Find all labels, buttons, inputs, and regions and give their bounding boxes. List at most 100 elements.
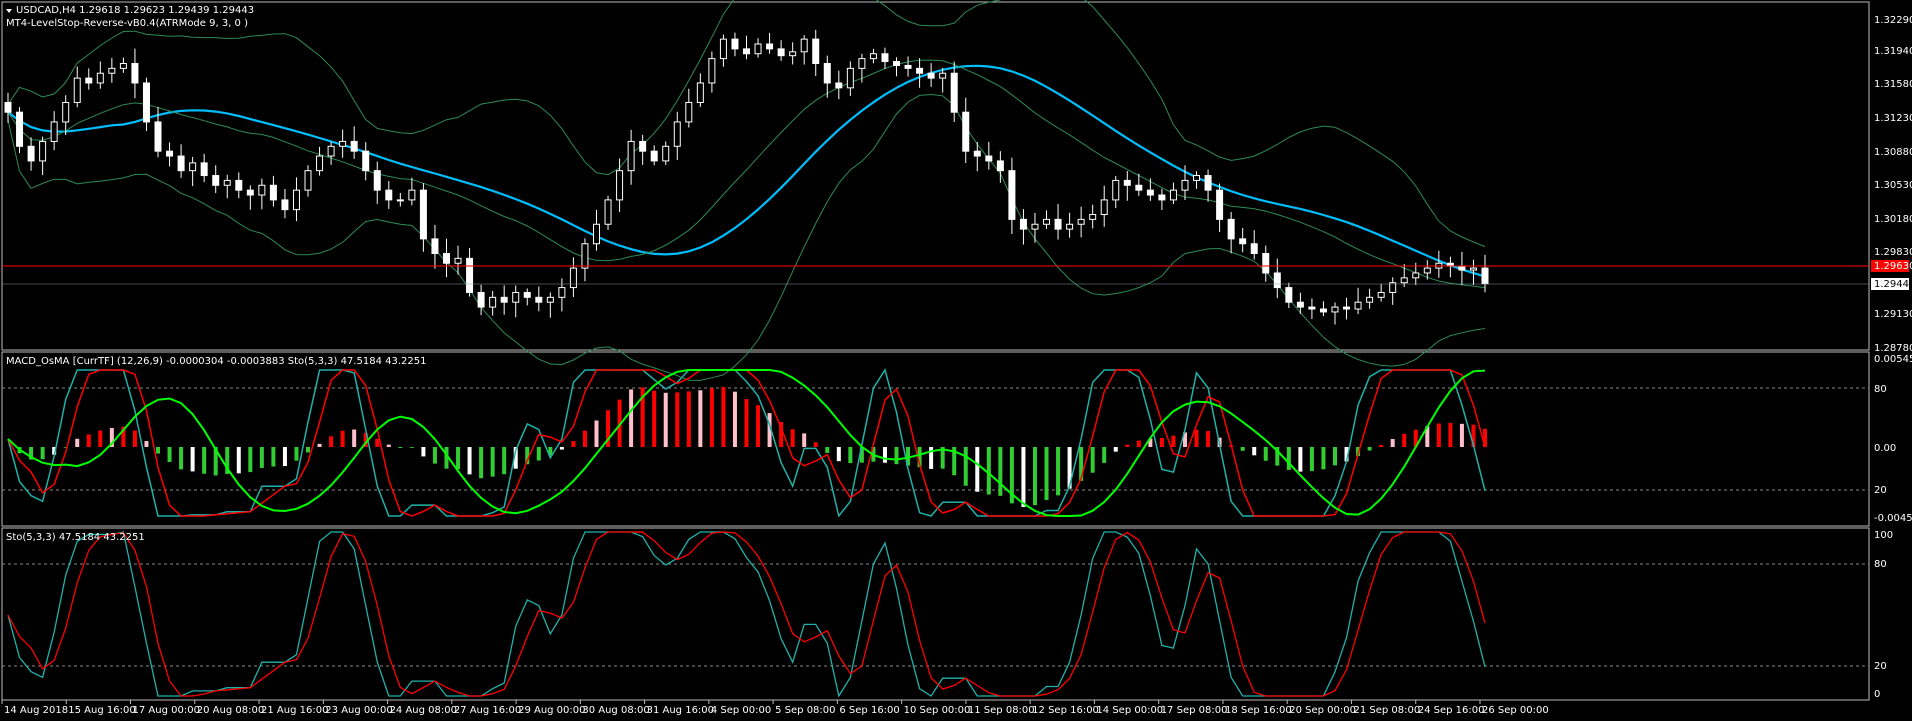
candle	[512, 285, 520, 318]
candle	[1469, 259, 1477, 286]
candle	[616, 158, 624, 212]
macd-histogram-bar	[1206, 431, 1211, 447]
macd-histogram-bar	[109, 428, 114, 447]
macd-histogram-bar	[179, 447, 184, 470]
macd-histogram-bar	[1009, 447, 1014, 504]
sto-signal-line	[7, 531, 1486, 697]
candle	[1043, 210, 1051, 230]
macd-histogram-bar	[29, 447, 34, 460]
candle	[1169, 182, 1177, 205]
macd-histogram-bar	[1367, 447, 1372, 451]
macd-histogram-bar	[548, 447, 553, 456]
current-price-badge	[1871, 278, 1909, 290]
macd-histogram-bar	[352, 429, 357, 447]
candle	[1158, 188, 1166, 210]
candle	[1412, 262, 1420, 286]
candle	[1296, 292, 1304, 314]
time-label: 20 Sep 00:00	[1289, 705, 1356, 716]
macd-histogram-bar	[1021, 447, 1026, 507]
candle	[304, 165, 312, 197]
candle	[373, 161, 381, 204]
macd-histogram-bar	[675, 392, 680, 447]
candle	[1285, 282, 1293, 309]
time-label: 24 Sep 16:00	[1418, 705, 1485, 716]
candle	[50, 111, 58, 151]
candle	[869, 48, 877, 64]
macd-histogram-bar	[767, 413, 772, 447]
macd-histogram-bar	[606, 410, 611, 447]
candle	[558, 278, 566, 312]
macd-histogram-bar	[375, 438, 380, 447]
candle	[789, 42, 797, 65]
macd-histogram-bar	[236, 447, 241, 474]
macd-histogram-bar	[1194, 429, 1199, 447]
macd-histogram-bar	[398, 447, 403, 448]
candle	[1458, 251, 1466, 286]
candle	[96, 61, 104, 89]
price-tick: 1.31230	[1874, 113, 1912, 124]
stochastic-plot	[2, 531, 1869, 698]
macd-histogram-bar	[582, 430, 587, 447]
candle	[592, 209, 600, 251]
candle	[523, 288, 531, 306]
macd-tick: 20	[1874, 485, 1887, 496]
sto-tick: 0	[1874, 689, 1880, 700]
macd-histogram-bar	[1090, 447, 1095, 473]
collapse-arrow-icon[interactable]	[6, 9, 12, 13]
macd-histogram-bar	[1448, 422, 1453, 447]
candle	[812, 29, 820, 77]
time-label: 21 Sep 08:00	[1353, 705, 1420, 716]
macd-histogram-bar	[1136, 440, 1141, 447]
macd-histogram-bar	[929, 447, 934, 469]
candle	[1123, 171, 1131, 201]
macd-histogram-bar	[894, 447, 899, 465]
macd-histogram-bar	[1379, 445, 1384, 447]
candle	[604, 195, 612, 230]
macd-histogram-bar	[502, 447, 507, 475]
candle	[650, 145, 658, 166]
candle	[731, 32, 739, 57]
macd-histogram-bar	[1102, 447, 1107, 463]
candle	[685, 88, 693, 128]
macd-panel-border	[1, 351, 1870, 527]
macd-histogram-bar	[917, 447, 922, 468]
candle	[754, 38, 762, 58]
macd-histogram-bar	[156, 447, 161, 454]
candle	[1423, 260, 1431, 280]
candle	[316, 146, 324, 176]
macd-histogram-bar	[1148, 438, 1153, 447]
candle	[1366, 288, 1374, 309]
candle	[385, 180, 393, 209]
candle	[1481, 254, 1489, 293]
macd-histogram-bar	[571, 441, 576, 447]
macd-histogram-bar	[952, 447, 957, 476]
macd-histogram-bar	[559, 447, 564, 450]
macd-histogram-bar	[594, 420, 599, 447]
bollinger-middle	[7, 59, 1486, 289]
macd-histogram-bar	[363, 432, 368, 447]
candle	[581, 238, 589, 282]
time-label: 15 Aug 16:00	[68, 705, 135, 716]
candle	[131, 48, 139, 99]
candle	[16, 106, 24, 154]
macd-histogram-bar	[306, 447, 311, 453]
macd-histogram-bar	[825, 447, 830, 453]
candle	[119, 57, 127, 73]
macd-histogram-bar	[329, 436, 334, 447]
macd-histogram-bar	[1275, 447, 1280, 466]
candle	[950, 61, 958, 122]
time-label: 20 Aug 08:00	[197, 705, 264, 716]
candle	[1031, 212, 1039, 243]
candle	[27, 137, 35, 171]
red-level-badge	[1871, 260, 1909, 272]
macd-histogram-bar	[940, 447, 945, 469]
time-label: 23 Aug 00:00	[325, 705, 392, 716]
time-label: 27 Aug 16:00	[454, 705, 521, 716]
macd-histogram-bar	[1390, 439, 1395, 447]
macd-histogram-bar	[456, 447, 461, 470]
candle	[708, 51, 716, 93]
sto-title: Sto(5,3,3) 47.5184 43.2251	[6, 532, 145, 543]
candle	[904, 56, 912, 77]
candle	[200, 153, 208, 183]
